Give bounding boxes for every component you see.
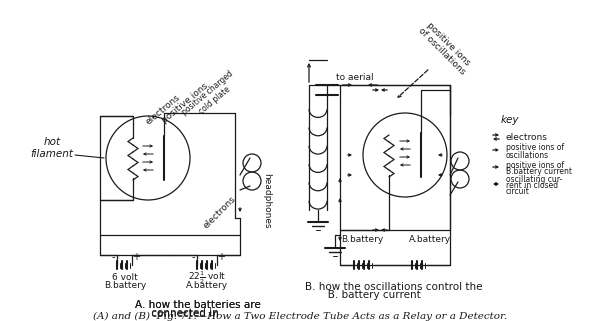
Text: electrons: electrons: [144, 93, 182, 127]
Text: B.battery: B.battery: [104, 282, 146, 291]
Text: (A) and (B)  Fig. 71.—How a Two Electrode Tube Acts as a Relay or a Detector.: (A) and (B) Fig. 71.—How a Two Electrode…: [93, 311, 507, 321]
Text: electrons: electrons: [506, 133, 548, 142]
Text: B.battery current: B.battery current: [506, 167, 572, 176]
Text: oscillations: oscillations: [506, 151, 549, 160]
Text: 22$\frac{1}{2}$ volt: 22$\frac{1}{2}$ volt: [188, 270, 226, 286]
Text: to aerial: to aerial: [336, 74, 374, 82]
Text: positive ions: positive ions: [160, 81, 210, 125]
Text: positive ions
of oscillations: positive ions of oscillations: [416, 19, 474, 77]
Text: B.battery: B.battery: [341, 236, 383, 245]
Text: -: -: [111, 252, 115, 262]
Text: electrons: electrons: [202, 194, 238, 230]
Text: A. how the batteries are: A. how the batteries are: [135, 300, 261, 310]
Text: positive charged: positive charged: [181, 69, 235, 117]
Text: connected in: connected in: [135, 308, 219, 318]
Text: key: key: [501, 115, 519, 125]
Text: -: -: [191, 252, 195, 262]
Text: A.battery: A.battery: [409, 236, 451, 245]
Text: circuit: circuit: [506, 187, 530, 196]
Text: rent in closed: rent in closed: [506, 181, 558, 190]
Text: 6 volt: 6 volt: [112, 273, 138, 282]
Text: +: +: [132, 252, 140, 262]
Text: hot
filament: hot filament: [31, 137, 74, 159]
Text: connected in: connected in: [135, 309, 219, 319]
Text: headphones: headphones: [263, 173, 271, 229]
Text: A. how the batteries are: A. how the batteries are: [135, 300, 261, 310]
Text: B. how the oscillations control the: B. how the oscillations control the: [305, 282, 482, 292]
Text: A.battery: A.battery: [186, 282, 228, 291]
Text: cold plate: cold plate: [197, 84, 232, 116]
Text: oscillating cur-: oscillating cur-: [506, 176, 562, 185]
Text: positive ions of: positive ions of: [506, 143, 564, 152]
Text: positive ions of: positive ions of: [506, 160, 564, 169]
Text: +: +: [217, 252, 225, 262]
Text: B. battery current: B. battery current: [305, 290, 421, 300]
